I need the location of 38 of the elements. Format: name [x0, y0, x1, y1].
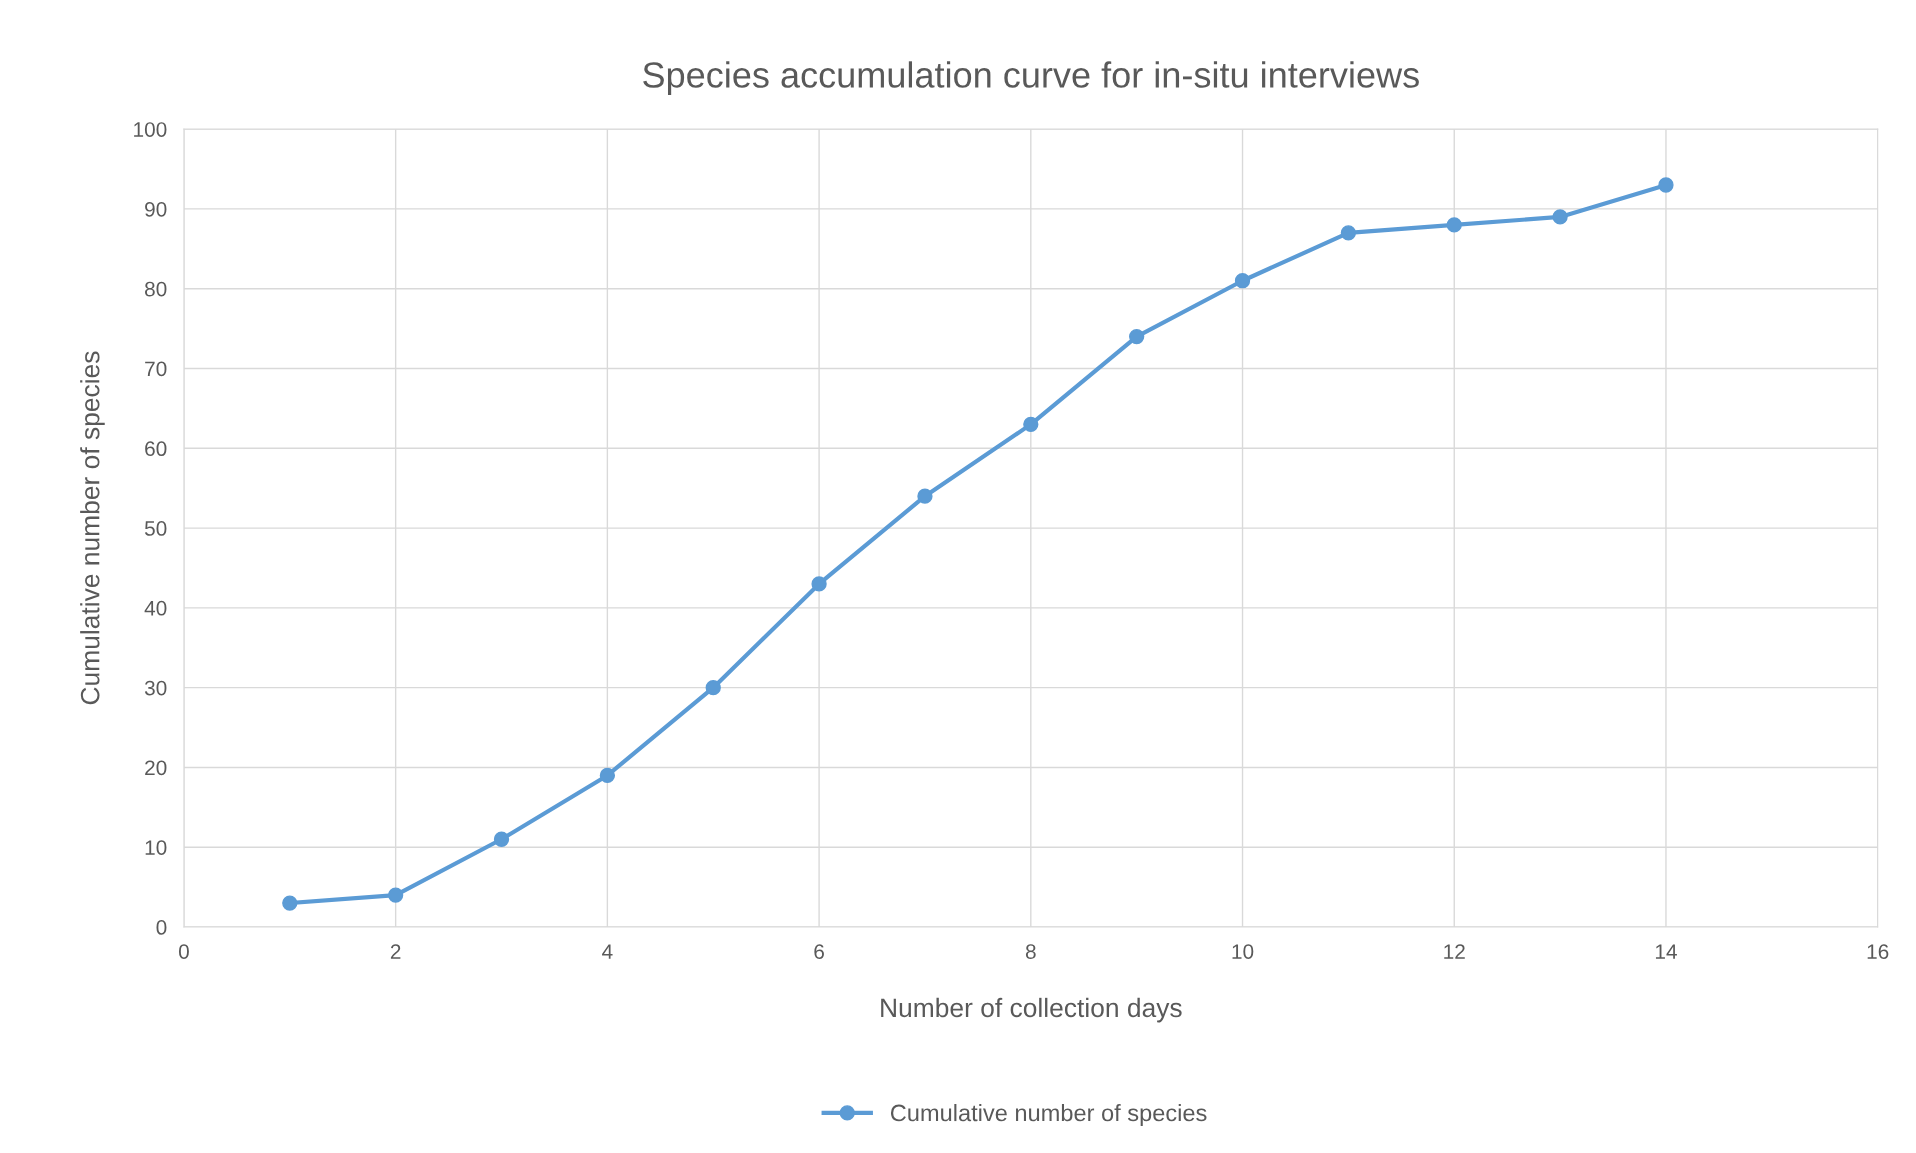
point [1023, 416, 1039, 432]
y-tick-label: 60 [145, 441, 167, 457]
y-tick-label: 40 [144, 600, 167, 616]
x-tick-label: 14 [1655, 944, 1677, 959]
point [1234, 273, 1251, 289]
y-axis-title: Cumulative number of species [80, 351, 105, 705]
point [388, 887, 404, 903]
x-tick-label: 8 [1025, 944, 1036, 959]
x-tick-label: 6 [814, 944, 824, 959]
y-tick-label: 80 [145, 281, 167, 297]
x-tick-label: 10 [1232, 944, 1254, 959]
legend-label: Cumulative number of species [890, 1103, 1207, 1126]
y-tick-label: 20 [145, 760, 167, 776]
x-tick-label: 16 [1867, 944, 1889, 959]
x-tick-label: 4 [602, 944, 613, 959]
chart-title: Species accumulation curve for in-situ interviews [643, 61, 1419, 95]
y-tick-label: 70 [145, 361, 167, 377]
y-tick-label: 100 [134, 122, 167, 137]
y-tick-label: 10 [145, 840, 167, 855]
point [493, 831, 510, 847]
y-tick-label: 30 [144, 680, 167, 696]
point [282, 895, 298, 911]
point [917, 488, 933, 504]
point [1340, 225, 1357, 241]
point [1446, 217, 1462, 233]
y-tick-label: 0 [156, 920, 167, 935]
x-tick-label: 0 [178, 944, 189, 959]
point [599, 767, 616, 784]
point [1129, 328, 1145, 345]
point [705, 680, 721, 696]
x-axis-title: Number of collection days [881, 997, 1182, 1023]
y-tick-label: 50 [144, 521, 167, 536]
x-tick-label: 12 [1444, 944, 1465, 959]
x-tick-label: 2 [390, 944, 401, 959]
point [1552, 209, 1568, 225]
point [1658, 177, 1674, 193]
y-tick-label: 90 [145, 201, 167, 217]
point [811, 576, 827, 592]
